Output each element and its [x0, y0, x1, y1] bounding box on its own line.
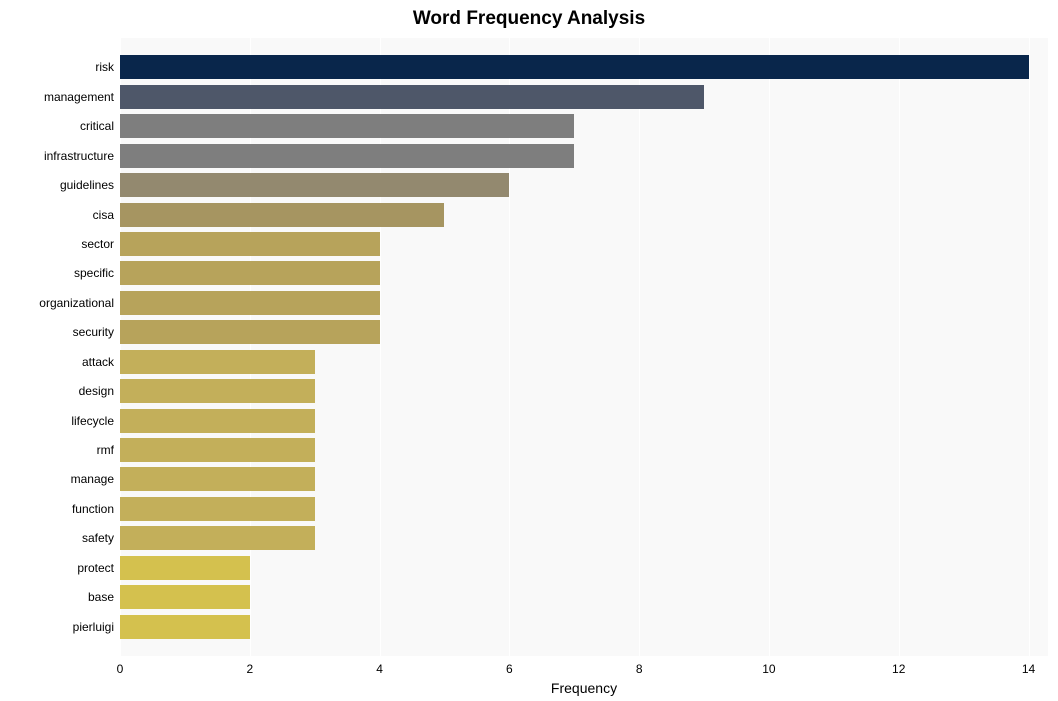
y-tick-label: cisa — [93, 208, 114, 222]
bar — [120, 320, 380, 344]
bar — [120, 114, 574, 138]
gridline — [639, 38, 640, 656]
y-tick-label: critical — [80, 119, 114, 133]
bar — [120, 409, 315, 433]
x-tick-label: 14 — [1022, 662, 1035, 676]
bar — [120, 497, 315, 521]
bar — [120, 144, 574, 168]
y-tick-label: protect — [77, 561, 114, 575]
bar — [120, 232, 380, 256]
gridline — [769, 38, 770, 656]
x-tick-label: 2 — [246, 662, 253, 676]
bar — [120, 526, 315, 550]
x-tick-label: 0 — [117, 662, 124, 676]
bar — [120, 438, 315, 462]
y-tick-label: design — [79, 384, 114, 398]
bar — [120, 467, 315, 491]
bar — [120, 379, 315, 403]
bar — [120, 85, 704, 109]
y-tick-label: pierluigi — [73, 620, 114, 634]
y-tick-label: specific — [74, 266, 114, 280]
x-axis-label: Frequency — [551, 680, 617, 696]
y-tick-label: guidelines — [60, 178, 114, 192]
gridline — [1029, 38, 1030, 656]
bar — [120, 261, 380, 285]
y-tick-label: rmf — [97, 443, 114, 457]
bar — [120, 350, 315, 374]
y-tick-label: manage — [71, 472, 114, 486]
bar — [120, 291, 380, 315]
y-tick-label: risk — [95, 60, 114, 74]
chart-container: Word Frequency Analysis Frequency 0 2 4 6 8 1… — [0, 0, 1058, 701]
bar — [120, 585, 250, 609]
y-tick-label: lifecycle — [71, 414, 114, 428]
bar — [120, 615, 250, 639]
chart-title: Word Frequency Analysis — [0, 8, 1058, 30]
bar — [120, 55, 1029, 79]
y-tick-label: security — [73, 325, 114, 339]
y-tick-label: infrastructure — [44, 149, 114, 163]
bar — [120, 203, 444, 227]
y-tick-label: sector — [81, 237, 114, 251]
x-tick-label: 12 — [892, 662, 905, 676]
x-tick-label: 4 — [376, 662, 383, 676]
bar — [120, 173, 509, 197]
x-tick-label: 8 — [636, 662, 643, 676]
bar — [120, 556, 250, 580]
y-tick-label: function — [72, 502, 114, 516]
plot-area — [120, 38, 1048, 656]
gridline — [899, 38, 900, 656]
x-tick-label: 10 — [762, 662, 775, 676]
y-tick-label: management — [44, 90, 114, 104]
y-tick-label: organizational — [39, 296, 114, 310]
x-tick-label: 6 — [506, 662, 513, 676]
y-tick-label: attack — [82, 355, 114, 369]
y-tick-label: safety — [82, 531, 114, 545]
y-tick-label: base — [88, 590, 114, 604]
